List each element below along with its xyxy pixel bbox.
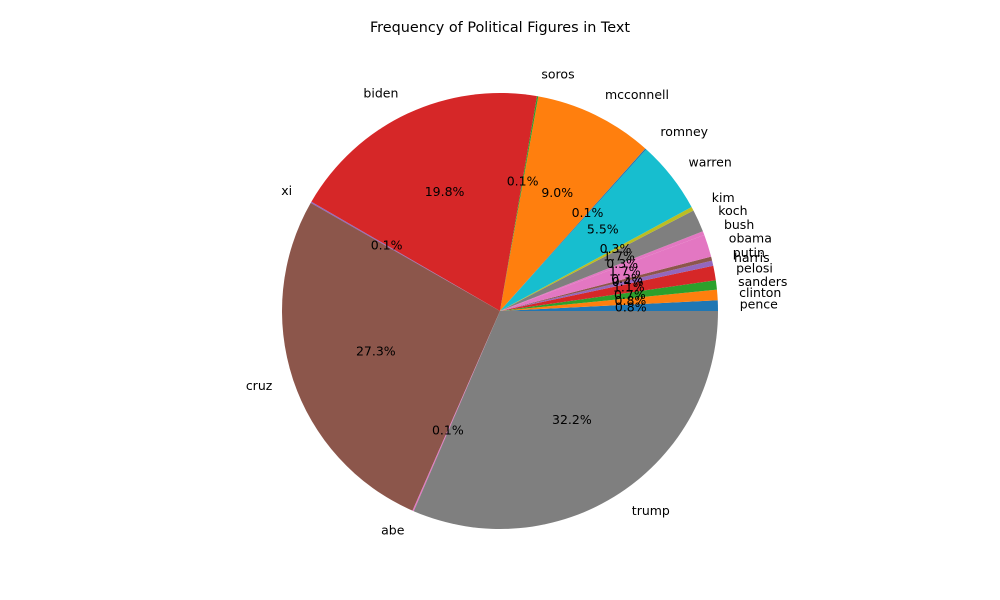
slice-label-xi: xi	[281, 183, 292, 198]
slice-label-kim: kim	[712, 190, 735, 205]
pie-slice-kim	[500, 206, 694, 311]
pie-slice-romney	[500, 148, 647, 311]
pct-label-koch: 1.7%	[603, 248, 635, 263]
percentage-labels: 0.8%0.8%0.7%1.1%0.4%0.3%1.7%0.3%1.7%0.3%…	[356, 174, 647, 438]
pct-label-pence: 0.8%	[615, 299, 647, 314]
pie-slice-clinton	[500, 289, 718, 311]
slice-label-putin: putin	[733, 245, 765, 260]
slice-labels: penceclintonsanderspelosiharrisputinobam…	[246, 66, 788, 537]
pie-slice-sanders	[500, 280, 717, 311]
pie-slice-warren	[500, 149, 692, 311]
pct-label-biden: 19.8%	[425, 184, 465, 199]
pie-slice-trump	[413, 311, 718, 529]
pie-slice-pelosi	[500, 265, 716, 311]
slice-label-sanders: sanders	[738, 274, 787, 289]
pct-label-trump: 32.2%	[552, 412, 592, 427]
pie-slice-pence	[500, 300, 718, 311]
slice-label-soros: soros	[541, 66, 574, 81]
pct-label-kim: 0.3%	[600, 241, 632, 256]
slice-label-koch: koch	[718, 203, 747, 218]
pie-slice-abe	[412, 311, 500, 512]
pct-label-soros: 0.1%	[507, 174, 539, 189]
pie-slice-koch	[500, 210, 703, 311]
pie-slices	[282, 92, 718, 529]
slice-label-clinton: clinton	[739, 285, 781, 300]
pct-label-harris: 0.4%	[612, 274, 644, 289]
chart-title: Frequency of Political Figures in Text	[370, 20, 630, 36]
pie-slice-harris	[500, 260, 714, 311]
pct-label-cruz: 27.3%	[356, 344, 396, 359]
pct-label-clinton: 0.8%	[615, 293, 647, 308]
pie-slice-obama	[500, 234, 712, 311]
pie-slice-putin	[500, 256, 713, 311]
slice-label-mcconnell: mcconnell	[605, 87, 669, 102]
pie-slice-biden	[311, 92, 537, 311]
slice-label-cruz: cruz	[246, 378, 273, 393]
slice-label-pelosi: pelosi	[736, 261, 773, 276]
pct-label-putin: 0.3%	[611, 271, 643, 286]
slice-label-trump: trump	[632, 503, 670, 518]
pct-label-abe: 0.1%	[432, 422, 464, 437]
pie-slice-cruz	[282, 202, 500, 511]
slice-label-pence: pence	[740, 297, 778, 312]
slice-label-abe: abe	[381, 522, 405, 537]
slice-label-obama: obama	[729, 231, 772, 246]
pct-label-warren: 5.5%	[587, 222, 619, 237]
slice-label-warren: warren	[688, 154, 731, 169]
pct-label-pelosi: 1.1%	[613, 280, 645, 295]
slice-label-romney: romney	[660, 124, 708, 139]
slice-label-bush: bush	[724, 217, 754, 232]
slice-label-biden: biden	[363, 85, 398, 100]
pie-slice-mcconnell	[500, 96, 646, 311]
pct-label-sanders: 0.7%	[614, 287, 646, 302]
pie-slice-soros	[500, 96, 539, 311]
pct-label-obama: 1.7%	[609, 263, 641, 278]
slice-label-harris: harris	[734, 250, 770, 265]
pct-label-bush: 0.3%	[606, 256, 638, 271]
pie-slice-bush	[500, 231, 705, 311]
pie-slice-xi	[310, 201, 500, 311]
pct-label-mcconnell: 9.0%	[541, 185, 573, 200]
pct-label-xi: 0.1%	[371, 237, 403, 252]
pct-label-romney: 0.1%	[572, 205, 604, 220]
